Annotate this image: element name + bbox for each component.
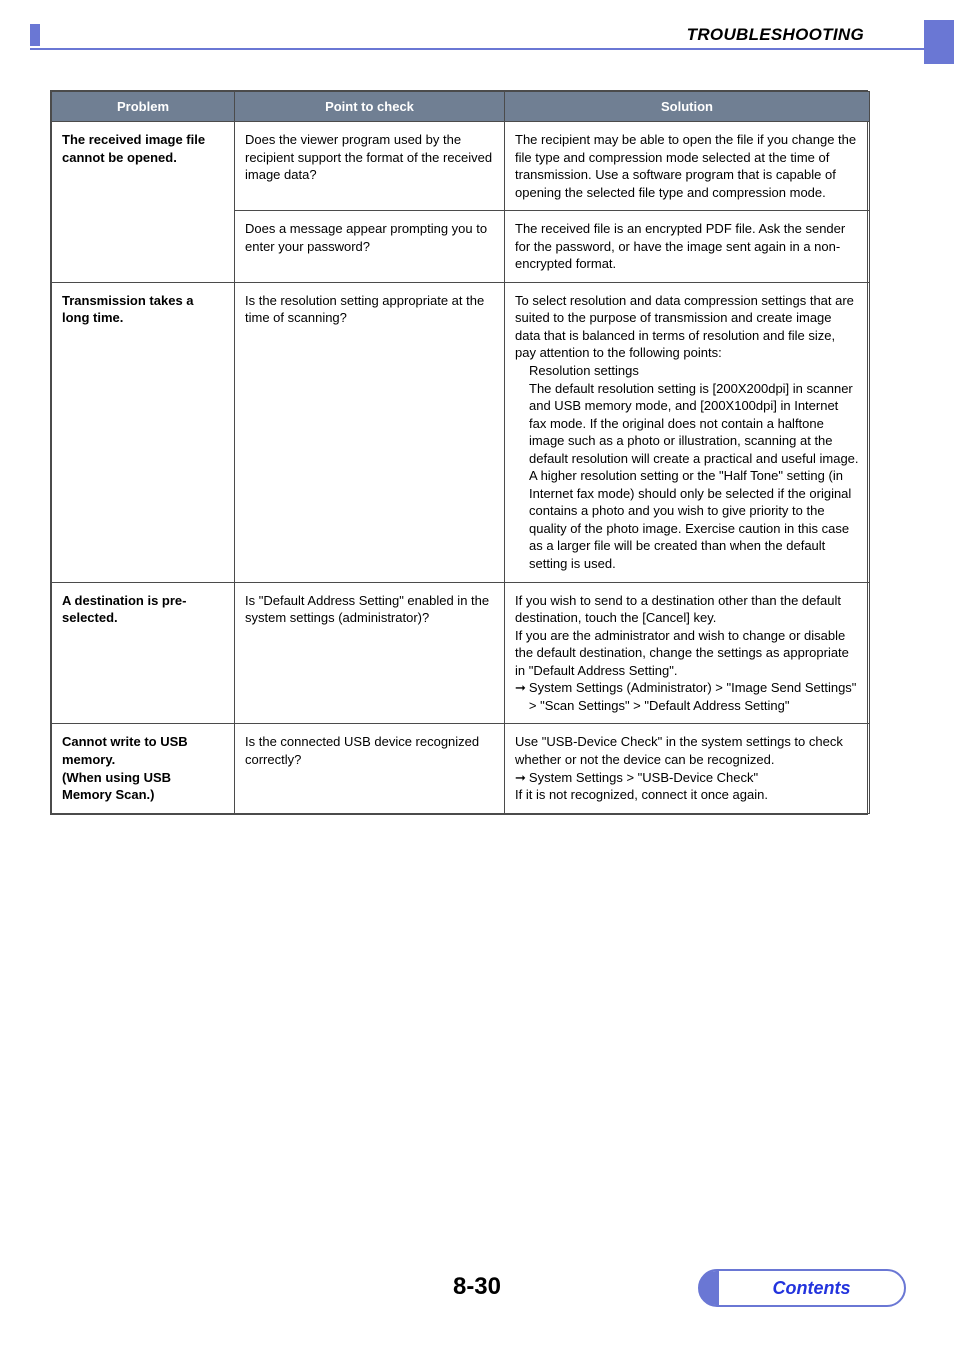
cell-check: Is the connected USB device recognized c… bbox=[235, 724, 505, 813]
cell-solution: The received file is an encrypted PDF fi… bbox=[505, 211, 870, 283]
right-arrow-icon: ➞ bbox=[515, 679, 526, 714]
cell-check: Does the viewer program used by the reci… bbox=[235, 122, 505, 211]
solution-p1: Use "USB-Device Check" in the system set… bbox=[515, 733, 859, 768]
solution-path: System Settings (Administrator) > "Image… bbox=[529, 679, 859, 714]
solution-path-line: ➞ System Settings > "USB-Device Check" bbox=[515, 769, 859, 787]
cell-solution: Use "USB-Device Check" in the system set… bbox=[505, 724, 870, 813]
cell-problem: The received image file cannot be opened… bbox=[52, 122, 235, 283]
contents-button[interactable]: Contents bbox=[698, 1269, 906, 1307]
cell-problem: Cannot write to USB memory. (When using … bbox=[52, 724, 235, 813]
cell-problem: A destination is pre-selected. bbox=[52, 582, 235, 724]
cell-check: Is "Default Address Setting" enabled in … bbox=[235, 582, 505, 724]
header-accent bbox=[30, 24, 40, 46]
contents-tab-accent bbox=[699, 1271, 719, 1305]
solution-intro: To select resolution and data compressio… bbox=[515, 293, 854, 361]
col-solution: Solution bbox=[505, 92, 870, 122]
solution-sub-heading: Resolution settings bbox=[515, 362, 859, 380]
troubleshooting-table: Problem Point to check Solution The rece… bbox=[50, 90, 868, 815]
right-arrow-icon: ➞ bbox=[515, 769, 526, 787]
solution-path-line: ➞ System Settings (Administrator) > "Ima… bbox=[515, 679, 859, 714]
cell-check: Does a message appear prompting you to e… bbox=[235, 211, 505, 283]
table-row: Cannot write to USB memory. (When using … bbox=[52, 724, 870, 813]
solution-p2: If it is not recognized, connect it once… bbox=[515, 786, 859, 804]
cell-problem: Transmission takes a long time. bbox=[52, 282, 235, 582]
cell-check: Is the resolution setting appropriate at… bbox=[235, 282, 505, 582]
cell-solution: To select resolution and data compressio… bbox=[505, 282, 870, 582]
cell-solution: If you wish to send to a destination oth… bbox=[505, 582, 870, 724]
col-problem: Problem bbox=[52, 92, 235, 122]
solution-p1: If you wish to send to a destination oth… bbox=[515, 592, 859, 627]
header-title: TROUBLESHOOTING bbox=[687, 25, 864, 45]
table-row: Transmission takes a long time. Is the r… bbox=[52, 282, 870, 582]
solution-p2: If you are the administrator and wish to… bbox=[515, 627, 859, 680]
table-header-row: Problem Point to check Solution bbox=[52, 92, 870, 122]
col-check: Point to check bbox=[235, 92, 505, 122]
header-rule bbox=[30, 48, 954, 50]
page-header: TROUBLESHOOTING bbox=[30, 22, 954, 48]
solution-sub-body: The default resolution setting is [200X2… bbox=[515, 380, 859, 573]
cell-solution: The recipient may be able to open the fi… bbox=[505, 122, 870, 211]
table-row: A destination is pre-selected. Is "Defau… bbox=[52, 582, 870, 724]
solution-path: System Settings > "USB-Device Check" bbox=[529, 769, 758, 787]
contents-label: Contents bbox=[719, 1278, 904, 1299]
table-row: The received image file cannot be opened… bbox=[52, 122, 870, 211]
